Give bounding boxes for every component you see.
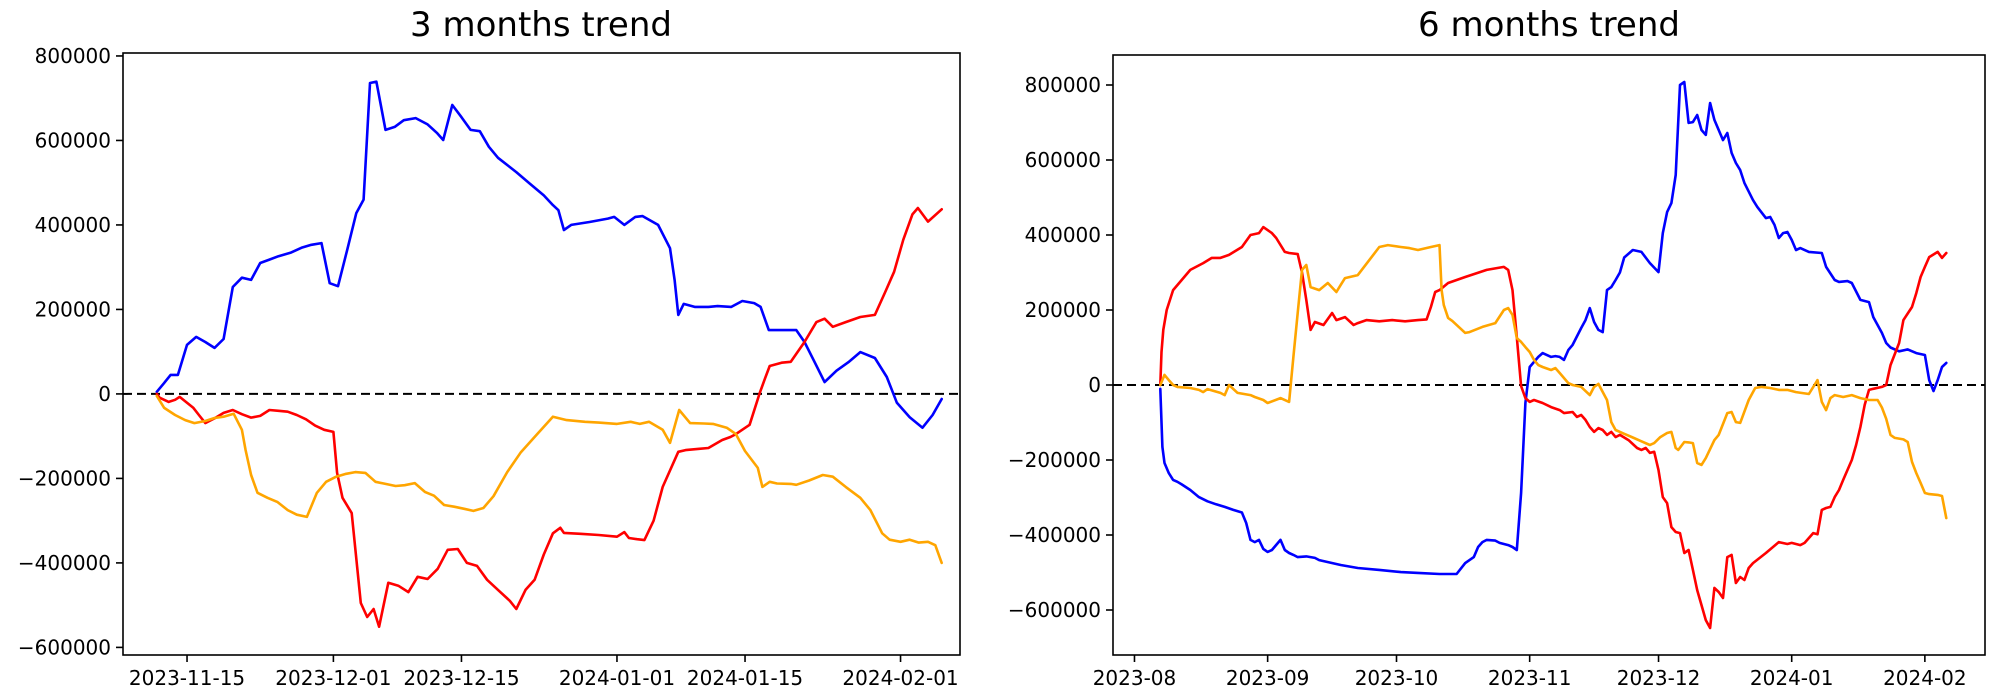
series-orange: [155, 394, 944, 565]
x-tick-label: 2023-12-15: [403, 666, 519, 690]
x-tick-label: 2023-09: [1226, 666, 1310, 690]
series-blue: [155, 80, 944, 430]
six-months-chart: 800000 600000 400000 200000 0 −200000 −400000 −…: [1008, 54, 1986, 690]
chart-title-6-months: 6 months trend: [1418, 5, 1680, 45]
x-tick-label: 2024-01: [1750, 666, 1834, 690]
x-tick-label: 2023-10: [1355, 666, 1439, 690]
x-tick-label: 2024-01-15: [687, 666, 803, 690]
x-tick-label: 2024-02: [1883, 666, 1967, 690]
y-tick-label: 800000: [35, 44, 111, 68]
x-tick-label: 2023-12: [1617, 666, 1701, 690]
y-tick-label: −200000: [1008, 448, 1101, 472]
x-tick-label: 2023-12-01: [275, 666, 391, 690]
x-tick-label: 2024-02-01: [842, 666, 958, 690]
y-tick-label: −400000: [1008, 523, 1101, 547]
series-blue: [1159, 80, 1948, 576]
series-red: [1159, 225, 1948, 630]
y-tick-label: 400000: [35, 213, 111, 237]
y-tick-label: 0: [1088, 373, 1101, 397]
three-months-chart: 800000 600000 400000 200000 0 −200000 −400000 −…: [18, 44, 961, 690]
y-tick-label: 400000: [1025, 223, 1101, 247]
x-tick-label: 2024-01-01: [559, 666, 675, 690]
y-tick-label: 800000: [1025, 73, 1101, 97]
y-tick-label: −200000: [18, 466, 111, 490]
plot-frame: [1112, 54, 1986, 656]
series-orange: [1159, 243, 1948, 520]
y-tick-label: 0: [98, 382, 111, 406]
y-tick-label: −600000: [18, 635, 111, 659]
chart-title-3-months: 3 months trend: [410, 5, 672, 45]
y-tick-label: 200000: [1025, 298, 1101, 322]
plot-frame: [122, 52, 961, 656]
y-tick-label: −400000: [18, 551, 111, 575]
y-tick-label: 600000: [35, 128, 111, 152]
series-red: [155, 206, 944, 629]
x-tick-label: 2023-11-15: [129, 666, 245, 690]
x-tick-label: 2023-11: [1488, 666, 1572, 690]
y-tick-label: 200000: [35, 297, 111, 321]
x-tick-label: 2023-08: [1093, 666, 1177, 690]
y-tick-label: 600000: [1025, 148, 1101, 172]
y-tick-label: −600000: [1008, 598, 1101, 622]
